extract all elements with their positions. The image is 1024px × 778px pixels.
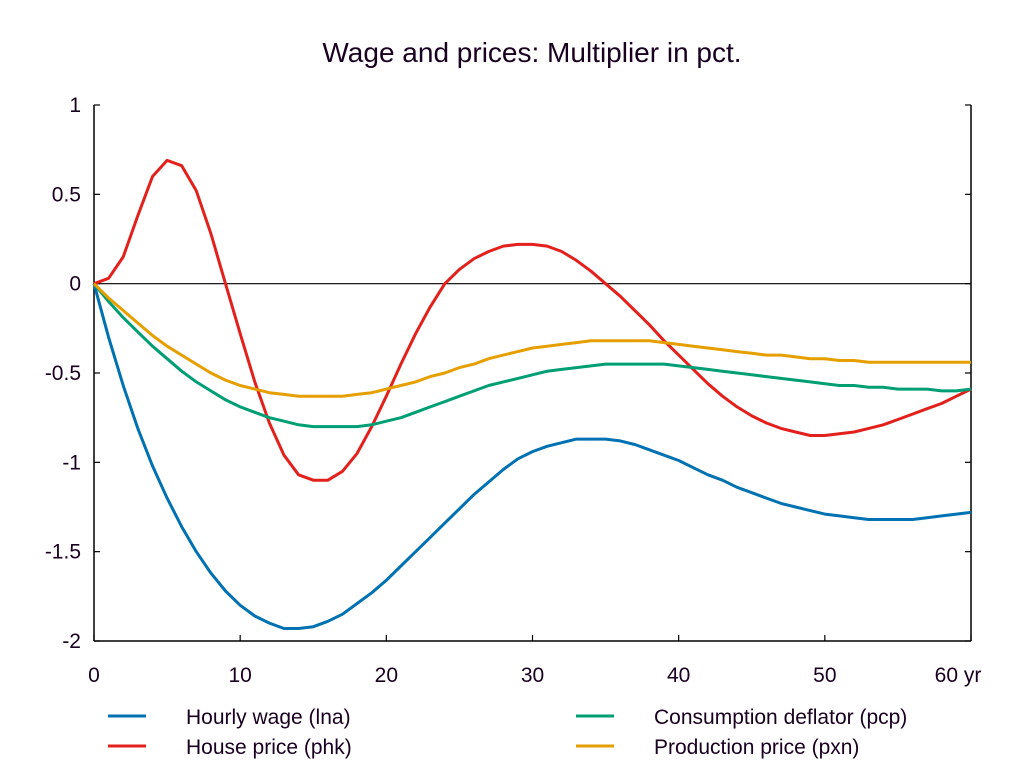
legend-item: House price (phk) [108,736,352,759]
legend-item: Consumption deflator (pcp) [576,706,907,729]
series-layer [92,158,972,630]
y-tick-label: -0.5 [45,362,81,385]
y-tick-label: -1.5 [45,541,81,564]
y-tick-label: 1 [69,94,81,117]
y-tick-label: -1 [62,451,81,474]
legend-label: Production price (pxn) [654,736,859,759]
y-tick-label: 0.5 [52,183,81,206]
legend-label: House price (phk) [186,736,352,759]
chart-title: Wage and prices: Multiplier in pct. [322,37,741,68]
y-tick-label: -2 [62,630,81,653]
x-tick-label: 50 [813,664,836,687]
x-tick-label: 20 [375,664,398,687]
legend-item: Hourly wage (lna) [108,706,351,729]
series-line-consumption-deflator-pcp [92,282,972,429]
x-tick-label: 60 yr [935,664,982,687]
series-line-house-price-phk [93,158,972,482]
axes: 1 0.5 0 -0.5 -1 -1.5 -2 0 10 20 30 40 50 60 yr [45,94,982,687]
series-line-production-price-pxn [92,282,971,398]
x-tick-label: 30 [521,664,544,687]
x-tick-label: 0 [88,664,100,687]
x-tick-label: 40 [667,664,690,687]
legend-label: Consumption deflator (pcp) [654,706,907,729]
y-tick-label: 0 [69,273,81,296]
x-tick-label: 10 [228,664,251,687]
legend: Hourly wage (lna) House price (phk) Consum… [108,706,907,759]
legend-item: Production price (pxn) [576,736,859,759]
legend-label: Hourly wage (lna) [186,706,351,729]
series-line-hourly-wage-lna [92,283,972,630]
